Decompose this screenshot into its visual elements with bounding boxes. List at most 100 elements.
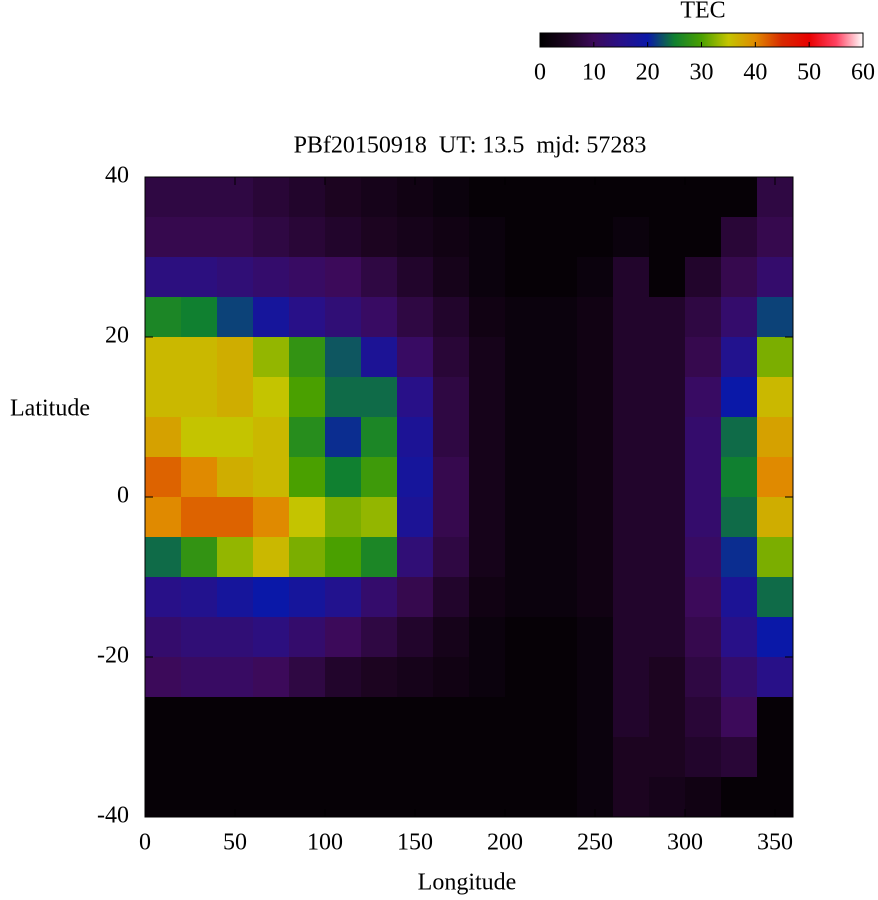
heat-cell bbox=[217, 457, 254, 498]
heat-cell bbox=[289, 417, 326, 458]
heat-cell bbox=[145, 257, 182, 298]
heat-cell bbox=[505, 377, 542, 418]
heat-cell bbox=[613, 737, 650, 778]
heat-cell bbox=[253, 537, 290, 578]
heat-cell bbox=[217, 497, 254, 538]
heat-cell bbox=[685, 257, 722, 298]
heat-cell bbox=[685, 457, 722, 498]
heat-cell bbox=[469, 577, 506, 618]
heat-cell bbox=[469, 777, 506, 818]
heat-cell bbox=[649, 297, 686, 338]
heat-cell bbox=[541, 377, 578, 418]
heat-cell bbox=[613, 217, 650, 258]
heat-cell bbox=[613, 337, 650, 378]
heat-cell bbox=[685, 537, 722, 578]
colorbar-tick-label: 40 bbox=[743, 60, 767, 86]
heat-cell bbox=[217, 257, 254, 298]
heat-cell bbox=[613, 657, 650, 698]
heat-cell bbox=[289, 297, 326, 338]
heat-cell bbox=[325, 497, 362, 538]
heat-cell bbox=[145, 457, 182, 498]
heat-cell bbox=[577, 537, 614, 578]
heat-cell bbox=[577, 617, 614, 658]
heat-cell bbox=[145, 177, 182, 218]
heat-cell bbox=[613, 537, 650, 578]
heat-cell bbox=[505, 657, 542, 698]
heat-cell bbox=[757, 297, 794, 338]
heat-cell bbox=[577, 377, 614, 418]
heat-cell bbox=[469, 537, 506, 578]
heat-cell bbox=[325, 417, 362, 458]
colorbar-tick-label: 10 bbox=[582, 60, 606, 86]
heat-cell bbox=[397, 297, 434, 338]
heat-cell bbox=[289, 457, 326, 498]
heat-cell bbox=[757, 497, 794, 538]
heat-cell bbox=[145, 777, 182, 818]
heat-cell bbox=[541, 537, 578, 578]
colorbar-tick-label: 0 bbox=[534, 60, 546, 86]
heat-cell bbox=[433, 377, 470, 418]
heat-cell bbox=[505, 337, 542, 378]
heat-cell bbox=[253, 777, 290, 818]
heat-cell bbox=[757, 417, 794, 458]
heat-cell bbox=[217, 417, 254, 458]
heat-cell bbox=[721, 297, 758, 338]
heat-cell bbox=[613, 457, 650, 498]
heat-cell bbox=[721, 217, 758, 258]
heat-cell bbox=[181, 617, 218, 658]
heat-cell bbox=[289, 337, 326, 378]
heat-cell bbox=[685, 617, 722, 658]
heat-cell bbox=[145, 497, 182, 538]
heat-cell bbox=[325, 777, 362, 818]
heat-cell bbox=[505, 297, 542, 338]
heat-cell bbox=[289, 217, 326, 258]
heat-cell bbox=[289, 377, 326, 418]
heat-cell bbox=[433, 657, 470, 698]
heat-cell bbox=[433, 417, 470, 458]
heat-cell bbox=[505, 697, 542, 738]
heat-cell bbox=[397, 417, 434, 458]
x-tick-label: 300 bbox=[667, 830, 703, 856]
x-tick-label: 350 bbox=[757, 830, 793, 856]
heat-cell bbox=[181, 737, 218, 778]
heat-cell bbox=[145, 617, 182, 658]
colorbar-tick-label: 30 bbox=[690, 60, 714, 86]
heat-cell bbox=[361, 737, 398, 778]
x-tick-label: 50 bbox=[223, 830, 247, 856]
heat-cell bbox=[577, 297, 614, 338]
heat-cell bbox=[325, 337, 362, 378]
heat-cell bbox=[721, 377, 758, 418]
heat-cell bbox=[577, 457, 614, 498]
heat-cell bbox=[721, 457, 758, 498]
heat-cell bbox=[685, 657, 722, 698]
heat-cell bbox=[217, 377, 254, 418]
heat-cell bbox=[181, 297, 218, 338]
heat-cell bbox=[757, 337, 794, 378]
heat-cell bbox=[505, 777, 542, 818]
y-tick-label: -40 bbox=[97, 803, 129, 829]
heat-cell bbox=[649, 697, 686, 738]
heat-cell bbox=[685, 377, 722, 418]
heat-cell bbox=[397, 537, 434, 578]
heat-cell bbox=[505, 617, 542, 658]
heat-cell bbox=[433, 537, 470, 578]
heat-cell bbox=[397, 337, 434, 378]
heat-cell bbox=[469, 297, 506, 338]
heat-cell bbox=[217, 577, 254, 618]
heat-cell bbox=[217, 617, 254, 658]
heat-cell bbox=[433, 737, 470, 778]
heat-cell bbox=[469, 417, 506, 458]
heat-cell bbox=[181, 497, 218, 538]
heat-cell bbox=[181, 177, 218, 218]
heat-cell bbox=[721, 257, 758, 298]
heat-cell bbox=[145, 217, 182, 258]
heat-cell bbox=[253, 417, 290, 458]
heat-cell bbox=[613, 697, 650, 738]
heat-cell bbox=[649, 497, 686, 538]
heat-cell bbox=[505, 177, 542, 218]
heat-cell bbox=[217, 297, 254, 338]
heat-cell bbox=[469, 657, 506, 698]
heat-cell bbox=[433, 697, 470, 738]
heat-cell bbox=[649, 737, 686, 778]
heat-cell bbox=[541, 337, 578, 378]
